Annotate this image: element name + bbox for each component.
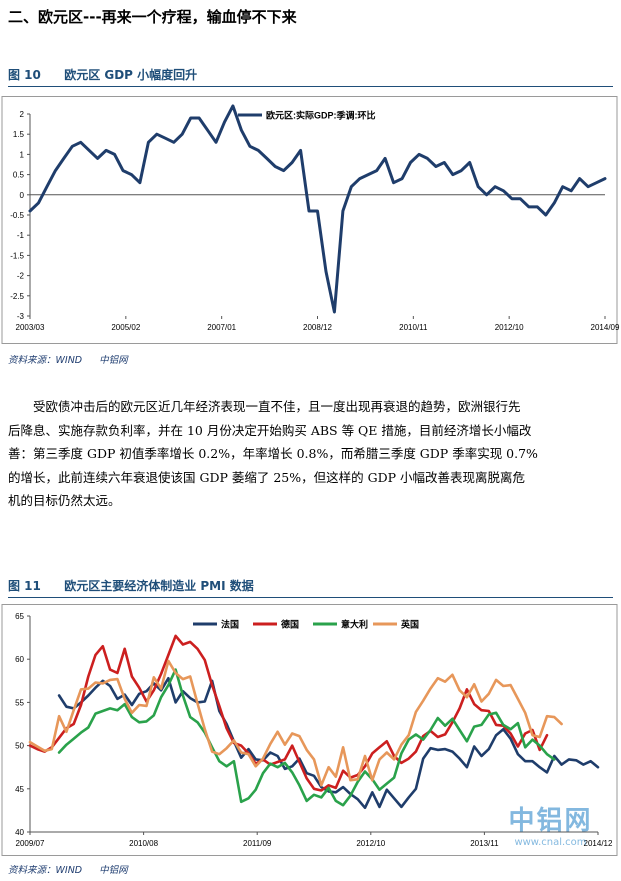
y-tick-label: 0 — [20, 191, 25, 200]
body-paragraph: 受欧债冲击后的欧元区近几年经济表现一直不佳，且一度出现再衰退的趋势，欧洲银行先 … — [8, 395, 614, 513]
y-tick-label: 0.5 — [13, 171, 25, 180]
paragraph-line: 机的目标仍然太远。 — [8, 493, 121, 508]
figure10-number: 图 10 — [8, 68, 41, 82]
figure11-source: 资料来源：WIND 中铝网 — [8, 862, 142, 876]
figure10-source-label: 资料来源：WIND — [8, 355, 83, 366]
x-tick-label: 2003/03 — [16, 323, 45, 332]
y-tick-label: 1.5 — [13, 130, 25, 139]
x-tick-label: 2009/07 — [16, 839, 45, 848]
figure11-source-label: 资料来源：WIND — [8, 865, 83, 876]
x-tick-label: 2013/11 — [470, 839, 499, 848]
y-tick-label: -2.5 — [10, 292, 24, 301]
y-tick-label: 55 — [15, 698, 24, 707]
y-tick-label: 50 — [15, 742, 24, 751]
y-tick-label: -2 — [17, 272, 25, 281]
y-tick-label: -1 — [17, 231, 25, 240]
chart-frame — [1, 604, 618, 856]
gdp-line-chart: 2 1.5 1 0.5 0 -0.5 -1 -1.5 -2 -2.5 -3 2003/03 2005/0… — [1, 96, 620, 344]
legend-label: 意大利 — [341, 619, 368, 630]
x-tick-label: 2014/12 — [584, 839, 613, 848]
y-tick-label: -1.5 — [10, 251, 24, 260]
x-tick-label: 2011/09 — [243, 839, 272, 848]
section-title: 二、欧元区---再来一个疗程，输血停不下来 — [8, 8, 297, 26]
series-line — [28, 659, 563, 787]
series-line — [57, 668, 556, 807]
legend-label: 法国 — [221, 619, 239, 630]
figure10-source-name: 中铝网 — [99, 355, 128, 366]
y-tick-label: -0.5 — [10, 211, 24, 220]
paragraph-line: 善：第三季度 GDP 初值季率增长 0.2%，年率增长 0.8%，而希腊三季度 … — [8, 446, 538, 461]
y-tick-label: 40 — [15, 828, 24, 837]
x-tick-label: 2012/10 — [495, 323, 524, 332]
x-tick-label: 2007/01 — [207, 323, 236, 332]
figure11-caption: 图 11 欧元区主要经济体制造业 PMI 数据 — [8, 577, 613, 598]
legend-label: 德国 — [281, 619, 299, 630]
y-tick-label: 45 — [15, 785, 24, 794]
y-tick-label: 2 — [20, 110, 25, 119]
figure10-caption: 图 10 欧元区 GDP 小幅度回升 — [8, 66, 613, 87]
figure11-source-name: 中铝网 — [99, 865, 128, 876]
x-tick-label: 2012/10 — [356, 839, 385, 848]
figure11-title: 欧元区主要经济体制造业 PMI 数据 — [64, 579, 254, 593]
legend-label: 欧元区:实际GDP:季调:环比 — [266, 110, 376, 121]
figure10-source: 资料来源：WIND 中铝网 — [8, 352, 142, 366]
series-line — [28, 634, 549, 792]
x-tick-label: 2005/02 — [111, 323, 140, 332]
y-tick-label: 1 — [20, 150, 25, 159]
paragraph-line: 受欧债冲击后的欧元区近几年经济表现一直不佳，且一度出现再衰退的趋势，欧洲银行先 — [33, 399, 521, 414]
x-tick-label: 2010/08 — [129, 839, 158, 848]
paragraph-line: 后降息、实施存款负利率，并在 10 月份决定开始购买 ABS 等 QE 措施，目… — [8, 422, 532, 438]
y-tick-label: 65 — [15, 612, 24, 621]
figure11-number: 图 11 — [8, 579, 41, 593]
figure10-title: 欧元区 GDP 小幅度回升 — [64, 68, 198, 82]
y-tick-label: -3 — [17, 312, 25, 321]
x-tick-label: 2014/09 — [591, 323, 620, 332]
pmi-line-chart: 65 60 55 50 45 40 2009/07 2010/08 2011/09 2012/10… — [1, 604, 618, 856]
y-tick-label: 60 — [15, 655, 24, 664]
chart-frame — [1, 96, 618, 344]
x-tick-label: 2008/12 — [303, 323, 332, 332]
legend-label: 英国 — [400, 619, 419, 630]
paragraph-line: 的增长，此前连续六年衰退使该国 GDP 萎缩了 25%，但这样的 GDP 小幅改… — [8, 469, 525, 485]
x-tick-label: 2010/11 — [399, 323, 428, 332]
series-line — [28, 104, 607, 314]
series-line — [57, 676, 600, 810]
